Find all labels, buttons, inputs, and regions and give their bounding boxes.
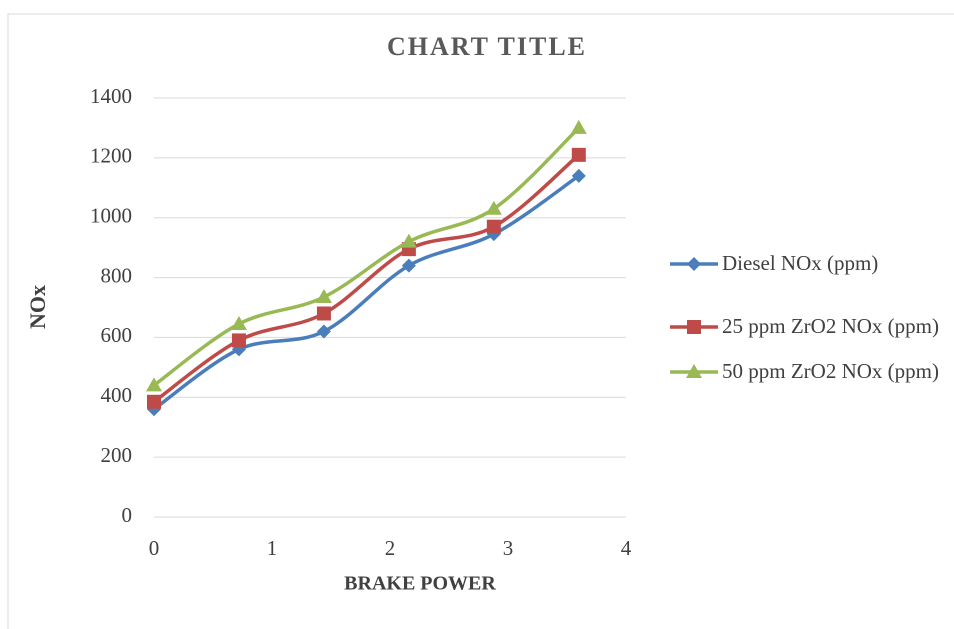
marker — [486, 219, 501, 234]
x-tick-label: 0 — [149, 536, 160, 560]
marker — [571, 168, 586, 183]
x-tick-label: 4 — [621, 536, 632, 560]
legend-item: Diesel NOx (ppm) — [668, 250, 952, 277]
series-line — [152, 126, 581, 387]
marker — [400, 233, 417, 248]
y-axis-label: NOx — [25, 285, 50, 329]
marker — [401, 258, 416, 273]
marker — [146, 377, 162, 392]
legend-item: 25 ppm ZrO2 NOx (ppm) — [668, 313, 952, 340]
series-line — [152, 153, 580, 404]
marker — [316, 324, 331, 339]
y-tick-label: 1400 — [90, 84, 132, 108]
legend-label: 25 ppm ZrO2 NOx (ppm) — [722, 314, 939, 338]
y-tick-label: 200 — [101, 443, 133, 467]
x-tick-label: 2 — [385, 536, 396, 560]
x-tick-label: 1 — [267, 536, 278, 560]
marker — [316, 306, 331, 321]
marker — [231, 333, 246, 348]
x-axis-label: BRAKE POWER — [344, 573, 496, 595]
legend-swatch — [670, 257, 718, 271]
marker — [485, 200, 502, 215]
y-tick-label: 800 — [101, 263, 133, 287]
chart-title: CHART TITLE — [387, 32, 587, 61]
x-tick-label: 3 — [503, 536, 514, 560]
legend-item: 50 ppm ZrO2 NOx (ppm) — [668, 358, 952, 385]
marker — [571, 147, 586, 162]
marker — [315, 289, 332, 304]
legend-swatch — [670, 364, 718, 378]
marker — [687, 257, 701, 271]
marker — [147, 394, 161, 409]
legend-swatch — [670, 320, 718, 334]
y-tick-label: 400 — [101, 383, 133, 407]
series-line — [152, 174, 580, 411]
legend: Diesel NOx (ppm) 25 ppm ZrO2 NOx (ppm) 50 … — [668, 250, 954, 403]
chart-frame — [7, 13, 954, 629]
y-tick-label: 600 — [101, 323, 133, 347]
marker — [687, 320, 701, 334]
y-tick-label: 1000 — [90, 204, 132, 228]
marker — [230, 315, 247, 330]
y-tick-label: 1200 — [90, 144, 132, 168]
marker — [686, 364, 702, 378]
legend-label: 50 ppm ZrO2 NOx (ppm) — [722, 359, 939, 383]
legend-label: Diesel NOx (ppm) — [722, 251, 879, 275]
y-tick-label: 0 — [122, 503, 133, 527]
marker — [570, 119, 587, 134]
